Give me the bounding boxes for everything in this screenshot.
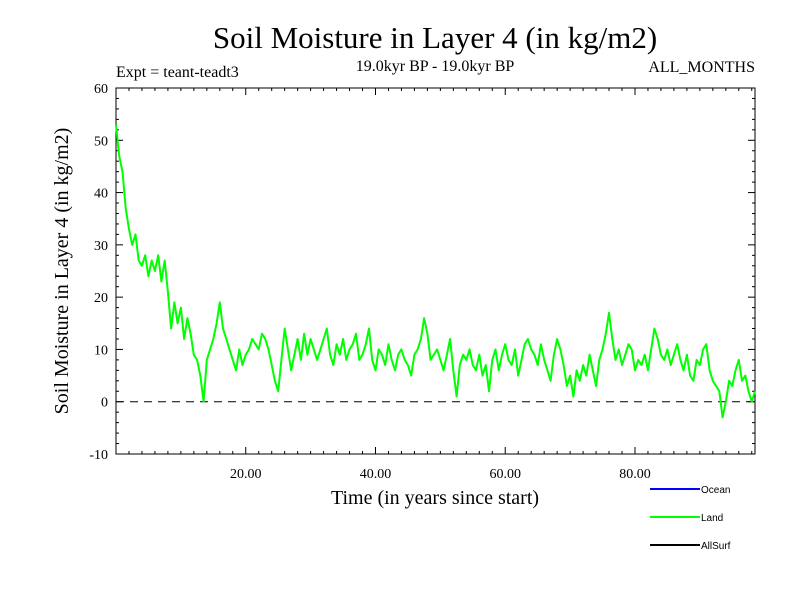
y-tick-label: -10 (89, 448, 108, 463)
y-tick-label: 10 (94, 343, 108, 358)
experiment-label: Expt = teant-teadt3 (116, 64, 239, 81)
x-tick-label: 80.00 (619, 467, 651, 482)
x-axis: 20.00 40.00 60.00 80.00 (128, 88, 753, 482)
plot-frame (115, 87, 756, 455)
x-tick-label: 60.00 (489, 467, 521, 482)
y-tick-label: 50 (94, 134, 108, 149)
x-tick-label: 20.00 (230, 467, 262, 482)
legend-label-ocean: Ocean (701, 485, 730, 496)
x-axis-label: Time (in years since start) (331, 487, 539, 509)
legend-label-land: Land (701, 513, 723, 524)
y-tick-label: 40 (94, 187, 108, 202)
y-axis-label: Soil Moisture in Layer 4 (in kg/m2) (51, 128, 73, 415)
legend-label-allsurf: AllSurf (701, 541, 731, 552)
y-tick-label: 20 (94, 291, 108, 306)
legend: Ocean Land AllSurf (650, 485, 731, 552)
y-axis: 60 50 40 30 20 10 0 -10 (89, 82, 755, 463)
months-label: ALL_MONTHS (648, 59, 755, 76)
y-tick-label: 60 (94, 82, 108, 97)
y-tick-label: 30 (94, 239, 108, 254)
x-tick-label: 40.00 (360, 467, 392, 482)
series-line-land (115, 124, 756, 419)
period-label: 19.0kyr BP - 19.0kyr BP (356, 58, 515, 75)
y-tick-label: 0 (101, 396, 108, 411)
chart-title: Soil Moisture in Layer 4 (in kg/m2) (213, 20, 657, 55)
